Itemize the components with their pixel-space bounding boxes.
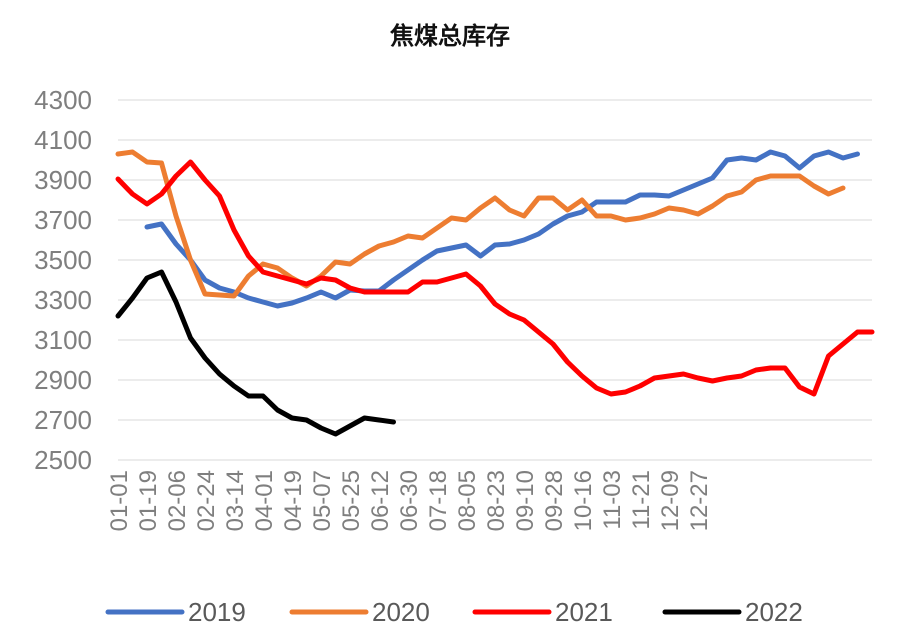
y-tick-label: 3900: [34, 165, 92, 195]
legend-item-2021: 2021: [472, 597, 613, 627]
gridlines: [118, 99, 872, 461]
legend-label: 2019: [188, 597, 246, 627]
chart-title: 焦煤总库存: [390, 22, 510, 50]
series-line-2022: [115, 269, 396, 437]
x-tick-label: 10-16: [570, 470, 597, 531]
x-tick-label: 01-19: [135, 470, 162, 531]
legend-label: 2020: [372, 597, 430, 627]
x-tick-label: 01-01: [106, 470, 133, 531]
x-tick-label: 04-01: [251, 470, 278, 531]
series-lines: [115, 149, 875, 437]
series-line-2021: [115, 159, 875, 397]
x-tick-label: 07-18: [425, 470, 452, 531]
x-axis-tick-labels: 01-01 01-19 02-06 02-24 03-14 04-01 04-19 05-07…: [106, 470, 713, 531]
x-tick-label: 06-12: [367, 470, 394, 531]
y-tick-label: 3700: [34, 205, 92, 235]
x-tick-label: 09-10: [512, 470, 539, 531]
x-tick-label: 05-07: [309, 470, 336, 531]
series-line-2020: [115, 149, 846, 299]
series-line-2019: [144, 149, 860, 309]
y-tick-label: 4100: [34, 125, 92, 155]
x-tick-label: 04-19: [280, 470, 307, 531]
x-tick-label: 11-03: [599, 470, 626, 530]
y-tick-label: 4300: [34, 85, 92, 115]
y-tick-label: 3100: [34, 325, 92, 355]
legend-label: 2022: [745, 597, 803, 627]
legend-item-2019: 2019: [105, 597, 246, 627]
x-tick-label: 06-30: [396, 470, 423, 531]
legend-item-2022: 2022: [662, 597, 803, 627]
x-tick-label: 03-14: [222, 470, 249, 531]
y-tick-label: 2500: [34, 445, 92, 475]
x-tick-label: 12-27: [686, 470, 713, 531]
y-tick-label: 2900: [34, 365, 92, 395]
legend: 2019 2020 2021 2022: [105, 597, 803, 627]
x-tick-label: 02-06: [164, 470, 191, 531]
x-tick-label: 05-25: [338, 470, 365, 531]
y-tick-label: 3500: [34, 245, 92, 275]
y-axis-tick-labels: 2500 2700 2900 3100 3300 3500 3700 3900 4100 4300: [34, 85, 92, 475]
x-tick-label: 09-28: [541, 470, 568, 531]
x-tick-label: 08-05: [454, 470, 481, 531]
x-tick-label: 11-21: [628, 470, 655, 530]
legend-item-2020: 2020: [289, 597, 430, 627]
x-tick-label: 02-24: [193, 470, 220, 531]
legend-label: 2021: [555, 597, 613, 627]
x-tick-label: 08-23: [483, 470, 510, 531]
y-tick-label: 3300: [34, 285, 92, 315]
x-tick-label: 12-09: [657, 470, 684, 531]
y-tick-label: 2700: [34, 405, 92, 435]
